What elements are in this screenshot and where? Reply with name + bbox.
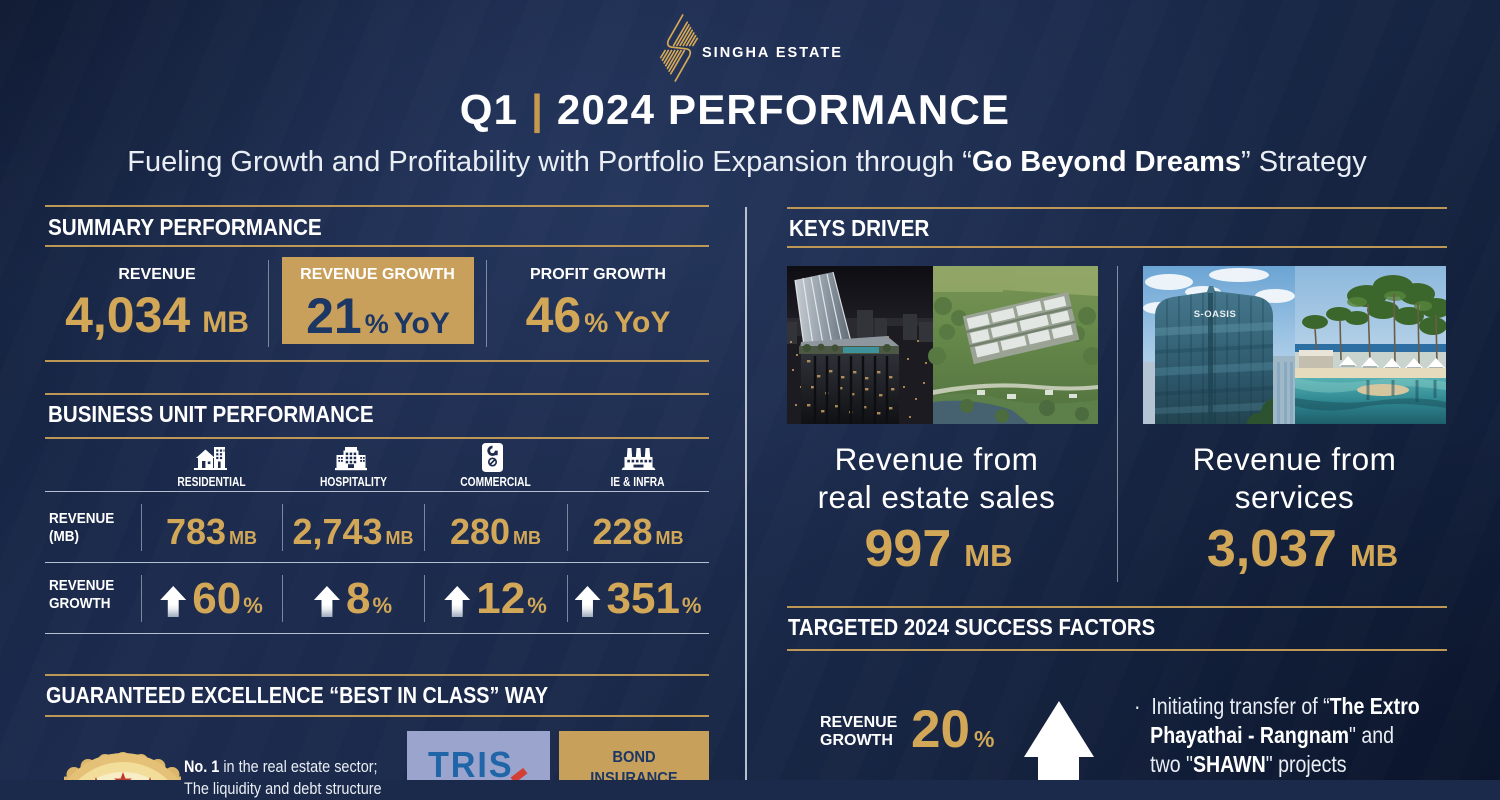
svg-text:S-OASIS: S-OASIS (1194, 309, 1237, 320)
